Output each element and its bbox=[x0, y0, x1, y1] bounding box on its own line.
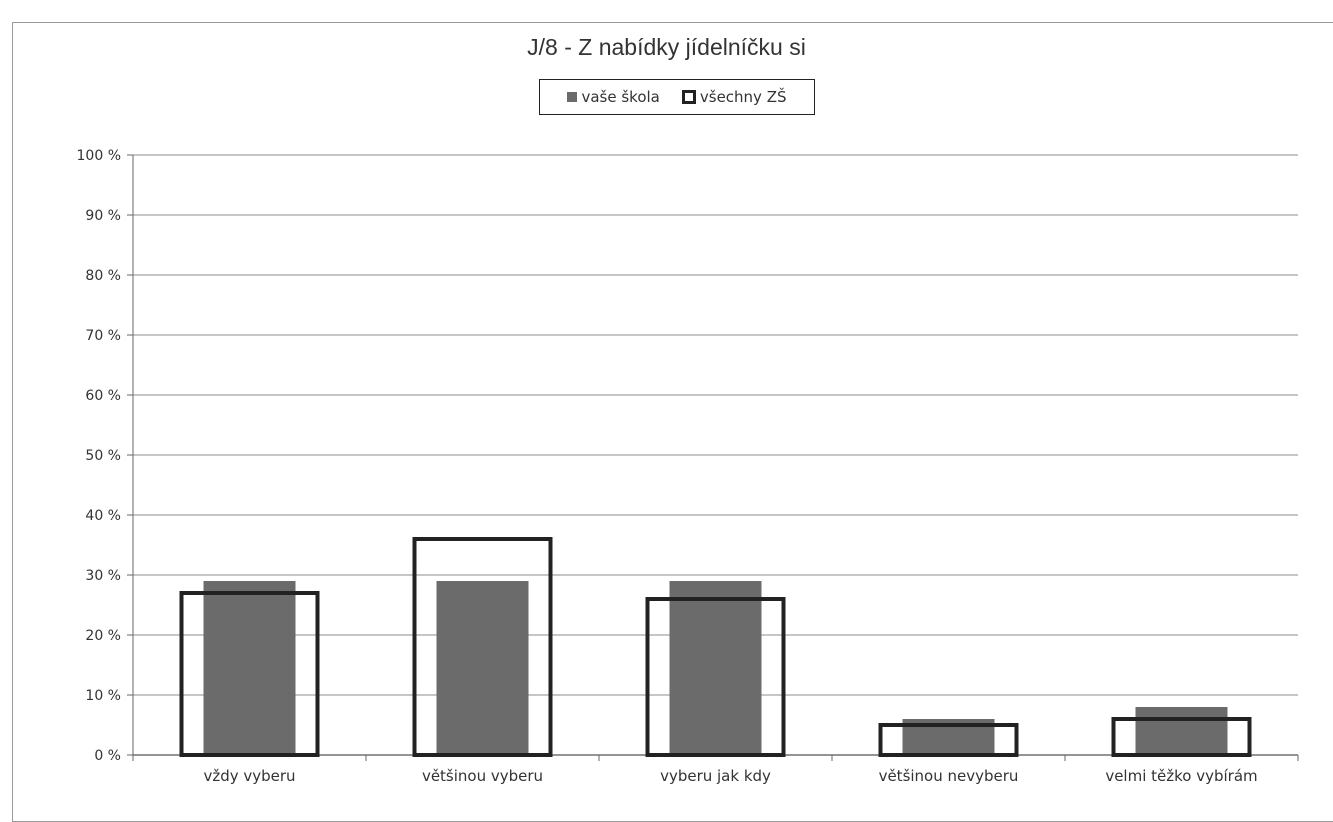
x-tick-label: většinou nevyberu bbox=[879, 767, 1019, 785]
y-tick-label: 70 % bbox=[85, 328, 121, 344]
bar-vase-skola bbox=[1135, 707, 1228, 755]
legend-swatch-filled bbox=[567, 92, 578, 102]
y-tick-label: 40 % bbox=[85, 508, 121, 524]
y-tick-label: 0 % bbox=[94, 748, 121, 764]
y-tick-label: 50 % bbox=[85, 448, 121, 464]
x-tick-label: vždy vyberu bbox=[203, 767, 295, 785]
bar-vase-skola bbox=[436, 581, 529, 755]
x-tick-label: většinou vyberu bbox=[422, 767, 543, 785]
bar-vase-skola bbox=[203, 581, 296, 755]
bar-vsechny-zs bbox=[179, 591, 320, 757]
legend-label-school: vaše škola bbox=[581, 88, 660, 106]
bar-vsechny-zs bbox=[412, 537, 553, 757]
plot-area: 0 % 10 % 20 % 30 % 40 % 50 % 60 % 70 % 80 % 90 % 1… bbox=[77, 148, 1299, 785]
y-tick-label: 30 % bbox=[85, 568, 121, 584]
y-tick-label: 80 % bbox=[85, 268, 121, 284]
bar-vase-skola bbox=[669, 581, 762, 755]
x-tick-label: vyberu jak kdy bbox=[660, 767, 771, 785]
bar-vsechny-zs bbox=[645, 597, 786, 757]
x-tick-label: velmi těžko vybírám bbox=[1105, 767, 1257, 785]
y-tick-label: 90 % bbox=[85, 208, 121, 224]
y-tick-label: 100 % bbox=[77, 148, 121, 164]
legend-label-all: všechny ZŠ bbox=[699, 88, 787, 106]
legend: vaše škola všechny ZŠ bbox=[539, 79, 815, 115]
y-tick-label: 10 % bbox=[85, 688, 121, 704]
bar-vsechny-zs bbox=[878, 723, 1019, 757]
bar-vsechny-zs bbox=[1111, 717, 1252, 757]
legend-swatch-outline bbox=[681, 90, 696, 104]
y-tick-label: 60 % bbox=[85, 388, 121, 404]
legend-item-all: všechny ZŠ bbox=[681, 88, 787, 106]
legend-item-school: vaše škola bbox=[567, 88, 660, 106]
chart-title: J/8 - Z nabídky jídelníčku si bbox=[527, 34, 806, 60]
y-tick-label: 20 % bbox=[85, 628, 121, 644]
